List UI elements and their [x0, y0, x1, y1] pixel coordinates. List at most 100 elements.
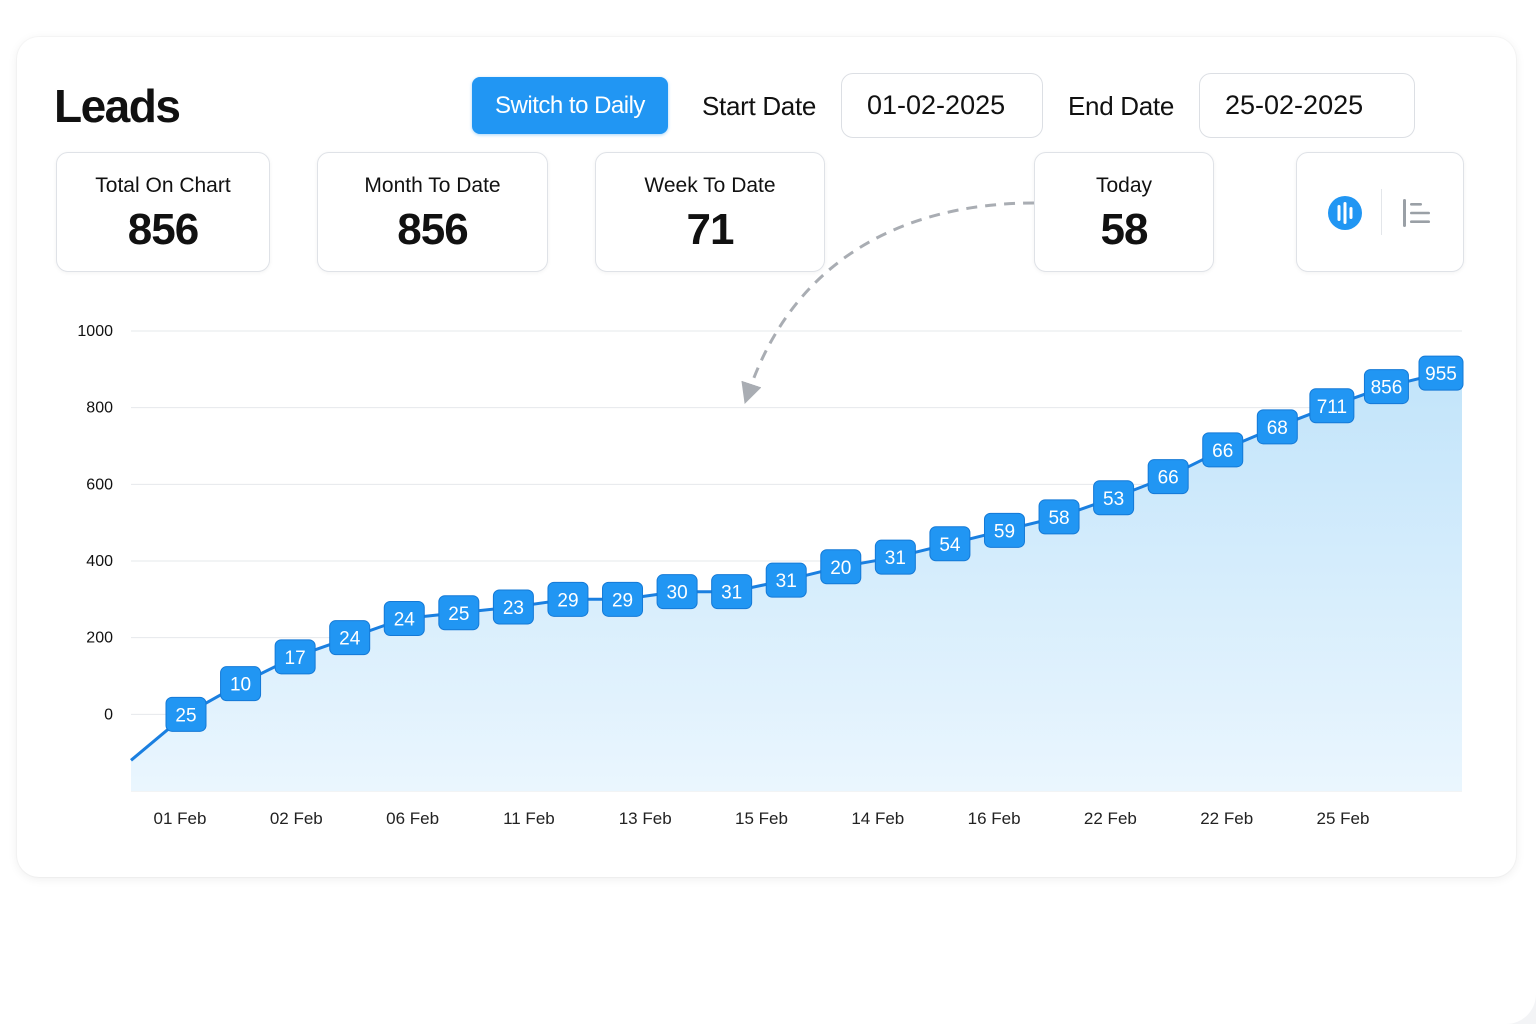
x-tick-label: 01 Feb [154, 809, 207, 828]
data-point-marker [765, 562, 807, 598]
data-label: 10 [230, 675, 251, 696]
x-tick-label: 22 Feb [1200, 809, 1253, 828]
x-tick-label: 14 Feb [851, 809, 904, 828]
stat-value: 856 [127, 205, 199, 254]
data-point-label: 58 [1038, 499, 1080, 535]
stat-value: 71 [686, 205, 735, 254]
x-tick-label: 16 Feb [968, 809, 1021, 828]
data-label: 53 [1103, 489, 1124, 510]
stat-label: Month To Date [364, 174, 501, 197]
data-label: 68 [1267, 418, 1288, 439]
data-point-label: 17 [274, 639, 316, 675]
y-tick-label: 800 [86, 400, 113, 417]
data-point-label: 29 [547, 581, 589, 617]
data-label: 856 [1371, 378, 1403, 399]
page-title: Leads [54, 80, 181, 132]
y-tick-label: 1000 [77, 323, 113, 340]
data-label: 66 [1212, 441, 1233, 462]
data-label: 20 [830, 558, 851, 579]
data-label: 31 [885, 548, 906, 569]
x-tick-label: 25 Feb [1317, 809, 1370, 828]
data-label: 23 [503, 598, 524, 619]
y-tick-label: 600 [86, 476, 113, 493]
stat-label: Total On Chart [95, 174, 231, 197]
data-point-label: 29 [602, 581, 644, 617]
x-tick-label: 13 Feb [619, 809, 672, 828]
data-point-label: 10 [220, 666, 262, 702]
x-tick-label: 15 Feb [735, 809, 788, 828]
data-label: 24 [394, 610, 416, 631]
x-tick-label: 06 Feb [386, 809, 439, 828]
data-point-marker [929, 526, 971, 562]
data-point-marker [820, 549, 862, 585]
stat-value: 58 [1100, 205, 1149, 254]
data-point-marker [602, 581, 644, 617]
data-point-marker [656, 574, 698, 610]
data-label: 25 [175, 705, 196, 726]
end-date-input[interactable] [1199, 73, 1415, 138]
data-point-label: 25 [438, 595, 480, 631]
data-point-label: 955 [1418, 355, 1464, 391]
x-tick-label: 22 Feb [1084, 809, 1137, 828]
y-tick-label: 0 [104, 706, 113, 723]
data-label: 711 [1317, 397, 1347, 418]
data-point-marker [438, 595, 480, 631]
data-label: 25 [448, 604, 469, 625]
data-point-label: 856 [1363, 369, 1409, 405]
data-label: 54 [939, 535, 961, 556]
data-point-label: 25 [165, 696, 207, 732]
data-point-label: 66 [1202, 432, 1244, 468]
data-point-label: 54 [929, 526, 971, 562]
data-point-label: 68 [1256, 409, 1298, 445]
stat-card-month-to-date: Month To Date 856 [317, 152, 548, 272]
data-label: 31 [776, 571, 797, 592]
stat-card-today: Today 58 [1034, 152, 1214, 272]
data-label: 30 [667, 583, 688, 604]
stat-card-week-to-date: Week To Date 71 [595, 152, 825, 272]
x-tick-label: 11 Feb [503, 809, 555, 828]
data-label: 955 [1425, 364, 1457, 385]
data-point-label: 20 [820, 549, 862, 585]
data-point-marker [711, 574, 753, 610]
stat-value: 856 [397, 205, 468, 254]
data-point-marker [383, 601, 425, 636]
data-point-marker [1202, 432, 1244, 468]
data-point-marker [1418, 355, 1464, 391]
stat-card-total-on-chart: Total On Chart 856 [56, 152, 270, 272]
start-date-input[interactable] [841, 73, 1043, 138]
annotation-arrow [741, 201, 1035, 404]
data-point-marker [274, 639, 316, 675]
data-label: 29 [557, 590, 578, 611]
data-point-marker [329, 620, 371, 656]
data-point-marker [1256, 409, 1298, 445]
data-point-label: 59 [983, 512, 1025, 548]
data-label: 66 [1158, 468, 1179, 489]
data-point-marker [1363, 369, 1409, 405]
data-point-marker [165, 696, 207, 732]
data-label: 58 [1048, 508, 1069, 529]
data-point-label: 66 [1147, 459, 1189, 495]
data-point-label: 31 [765, 562, 807, 598]
data-label: 31 [721, 583, 742, 604]
start-date-label: Start Date [702, 91, 817, 121]
data-point-marker [547, 581, 589, 617]
data-point-label: 24 [383, 601, 425, 636]
data-point-label: 31 [874, 539, 916, 575]
stat-label: Today [1095, 174, 1153, 197]
data-point-label: 53 [1093, 480, 1135, 516]
data-point-marker [1038, 499, 1080, 535]
data-point-marker [1093, 480, 1135, 516]
stat-label: Week To Date [644, 174, 776, 197]
y-tick-label: 200 [86, 630, 113, 647]
bar-chart-icon[interactable] [1325, 193, 1365, 233]
list-icon[interactable] [1397, 193, 1437, 233]
switch-to-daily-button[interactable]: Switch to Daily [472, 77, 668, 134]
data-point-marker [1309, 388, 1355, 424]
data-point-marker [220, 666, 262, 702]
data-point-label: 23 [492, 589, 534, 625]
data-point-label: 31 [711, 574, 753, 610]
data-label: 24 [339, 629, 361, 650]
data-label: 17 [285, 648, 306, 669]
data-point-marker [1147, 459, 1189, 495]
